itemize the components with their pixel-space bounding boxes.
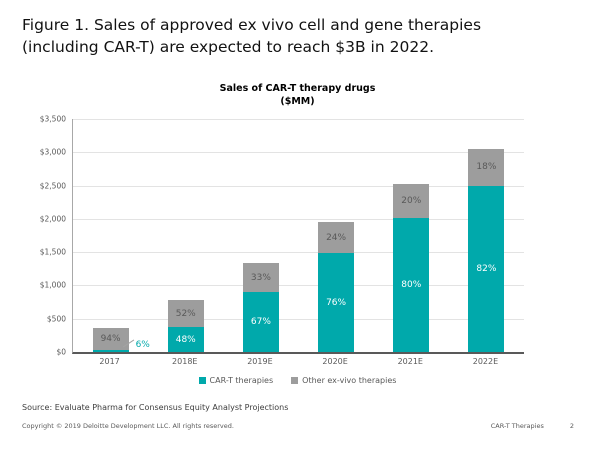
segment-other-ex-vivo: 94% — [92, 327, 129, 350]
gridline — [73, 285, 524, 287]
chart-title-block: Sales of CAR-T therapy drugs ($MM) — [72, 83, 523, 109]
y-axis-tick-label: $2,000 — [39, 214, 66, 224]
x-axis-label-2020E: 2020E — [322, 357, 348, 366]
segment-pct-label: 94% — [100, 333, 121, 344]
segment-car-t: 80% — [393, 217, 430, 352]
segment-car-t: 82% — [468, 185, 505, 352]
segment-other-ex-vivo: 33% — [242, 262, 279, 293]
chart-title: Sales of CAR-T therapy drugs — [219, 83, 376, 94]
stacked-bar-2017: 94% — [92, 327, 129, 352]
bar-slot-2020E: 24% 76% — [299, 119, 374, 352]
x-axis-labels: 2017 2018E 2019E 2020E 2021E 2022E — [72, 357, 523, 366]
bars: 6% 94% 52% 48% 33% 67% 24% 76% 20% 80% 18% 82% — [73, 119, 524, 352]
bar-slot-2021E: 20% 80% — [374, 119, 449, 352]
segment-pct-label: 67% — [250, 317, 271, 328]
legend-label: CAR-T therapies — [209, 376, 274, 385]
legend-label: Other ex-vivo therapies — [302, 376, 397, 385]
slide-title-line2: (including CAR-T) are expected to reach … — [22, 38, 434, 56]
legend: CAR-T therapies Other ex-vivo therapies — [72, 376, 523, 385]
y-axis-tick-label: $1,500 — [39, 247, 66, 257]
segment-pct-label: 80% — [401, 279, 422, 290]
bar-slot-2017: 6% 94% — [73, 119, 150, 352]
gridline — [73, 152, 524, 154]
stacked-bar-2018E: 52% 48% — [167, 300, 204, 352]
segment-pct-callout: 6% — [135, 340, 150, 350]
stacked-bar-2019E: 33% 67% — [242, 262, 279, 352]
segment-other-ex-vivo: 20% — [393, 183, 430, 218]
segment-pct-label: 82% — [476, 263, 497, 274]
segment-pct-label: 76% — [326, 297, 347, 308]
segment-pct-label: 20% — [401, 195, 422, 206]
legend-item: CAR-T therapies — [198, 376, 274, 385]
x-axis-label-2017: 2017 — [99, 357, 120, 366]
y-axis-tick-label: $3,500 — [39, 114, 66, 124]
slide-title-line1: Figure 1. Sales of approved ex vivo cell… — [22, 16, 482, 34]
segment-other-ex-vivo: 52% — [167, 300, 204, 328]
y-axis-tick-label: $2,500 — [39, 181, 66, 191]
segment-car-t: 48% — [167, 327, 204, 352]
gridline — [73, 252, 524, 254]
footer-doc-title: CAR-T Therapies — [490, 422, 544, 430]
segment-car-t: 76% — [318, 253, 355, 352]
plot-area: 6% 94% 52% 48% 33% 67% 24% 76% 20% 80% 18% 82% $0 $5… — [40, 115, 524, 357]
segment-pct-label: 52% — [175, 308, 196, 319]
segment-other-ex-vivo: 24% — [318, 222, 355, 254]
segment-pct-label: 18% — [476, 162, 497, 173]
copyright-note: Copyright © 2019 Deloitte Development LL… — [22, 422, 234, 430]
x-axis-label-2021E: 2021E — [397, 357, 423, 366]
bar-slot-2018E: 52% 48% — [148, 119, 223, 352]
segment-pct-label: 33% — [250, 272, 271, 283]
page-number: 2 — [569, 422, 574, 430]
legend-item: Other ex-vivo therapies — [291, 376, 396, 385]
y-axis-tick-label: $1,000 — [39, 280, 66, 290]
gridline — [73, 318, 524, 320]
x-axis-label-2018E: 2018E — [172, 357, 198, 366]
y-axis-tick-label: $500 — [46, 314, 66, 324]
legend-swatch-icon — [198, 377, 206, 384]
x-axis-label-2019E: 2019E — [247, 357, 273, 366]
segment-pct-label: 24% — [326, 232, 347, 243]
gridline — [73, 218, 524, 220]
stacked-bar-2020E: 24% 76% — [318, 222, 355, 352]
x-axis-label-2022E: 2022E — [472, 357, 499, 366]
y-axis-tick-label: $0 — [56, 347, 66, 357]
segment-car-t — [92, 350, 129, 352]
gridline — [73, 119, 524, 120]
stacked-bar-2022E: 18% 82% — [468, 148, 505, 352]
segment-other-ex-vivo: 18% — [468, 148, 505, 186]
slide-title: Figure 1. Sales of approved ex vivo cell… — [22, 14, 587, 58]
bar-slot-2022E: 18% 82% — [449, 119, 524, 352]
segment-car-t: 67% — [242, 292, 279, 352]
stacked-bar-2021E: 20% 80% — [393, 183, 430, 352]
chart-subtitle: ($MM) — [280, 95, 315, 107]
footer-right: CAR-T Therapies 2 — [491, 422, 574, 430]
bar-slot-2019E: 33% 67% — [223, 119, 298, 352]
y-axis-tick-label: $3,000 — [39, 147, 66, 157]
segment-pct-label: 48% — [175, 334, 196, 345]
source-note: Source: Evaluate Pharma for Consensus Eq… — [22, 403, 289, 412]
legend-swatch-icon — [291, 377, 299, 384]
gridline — [73, 185, 524, 187]
